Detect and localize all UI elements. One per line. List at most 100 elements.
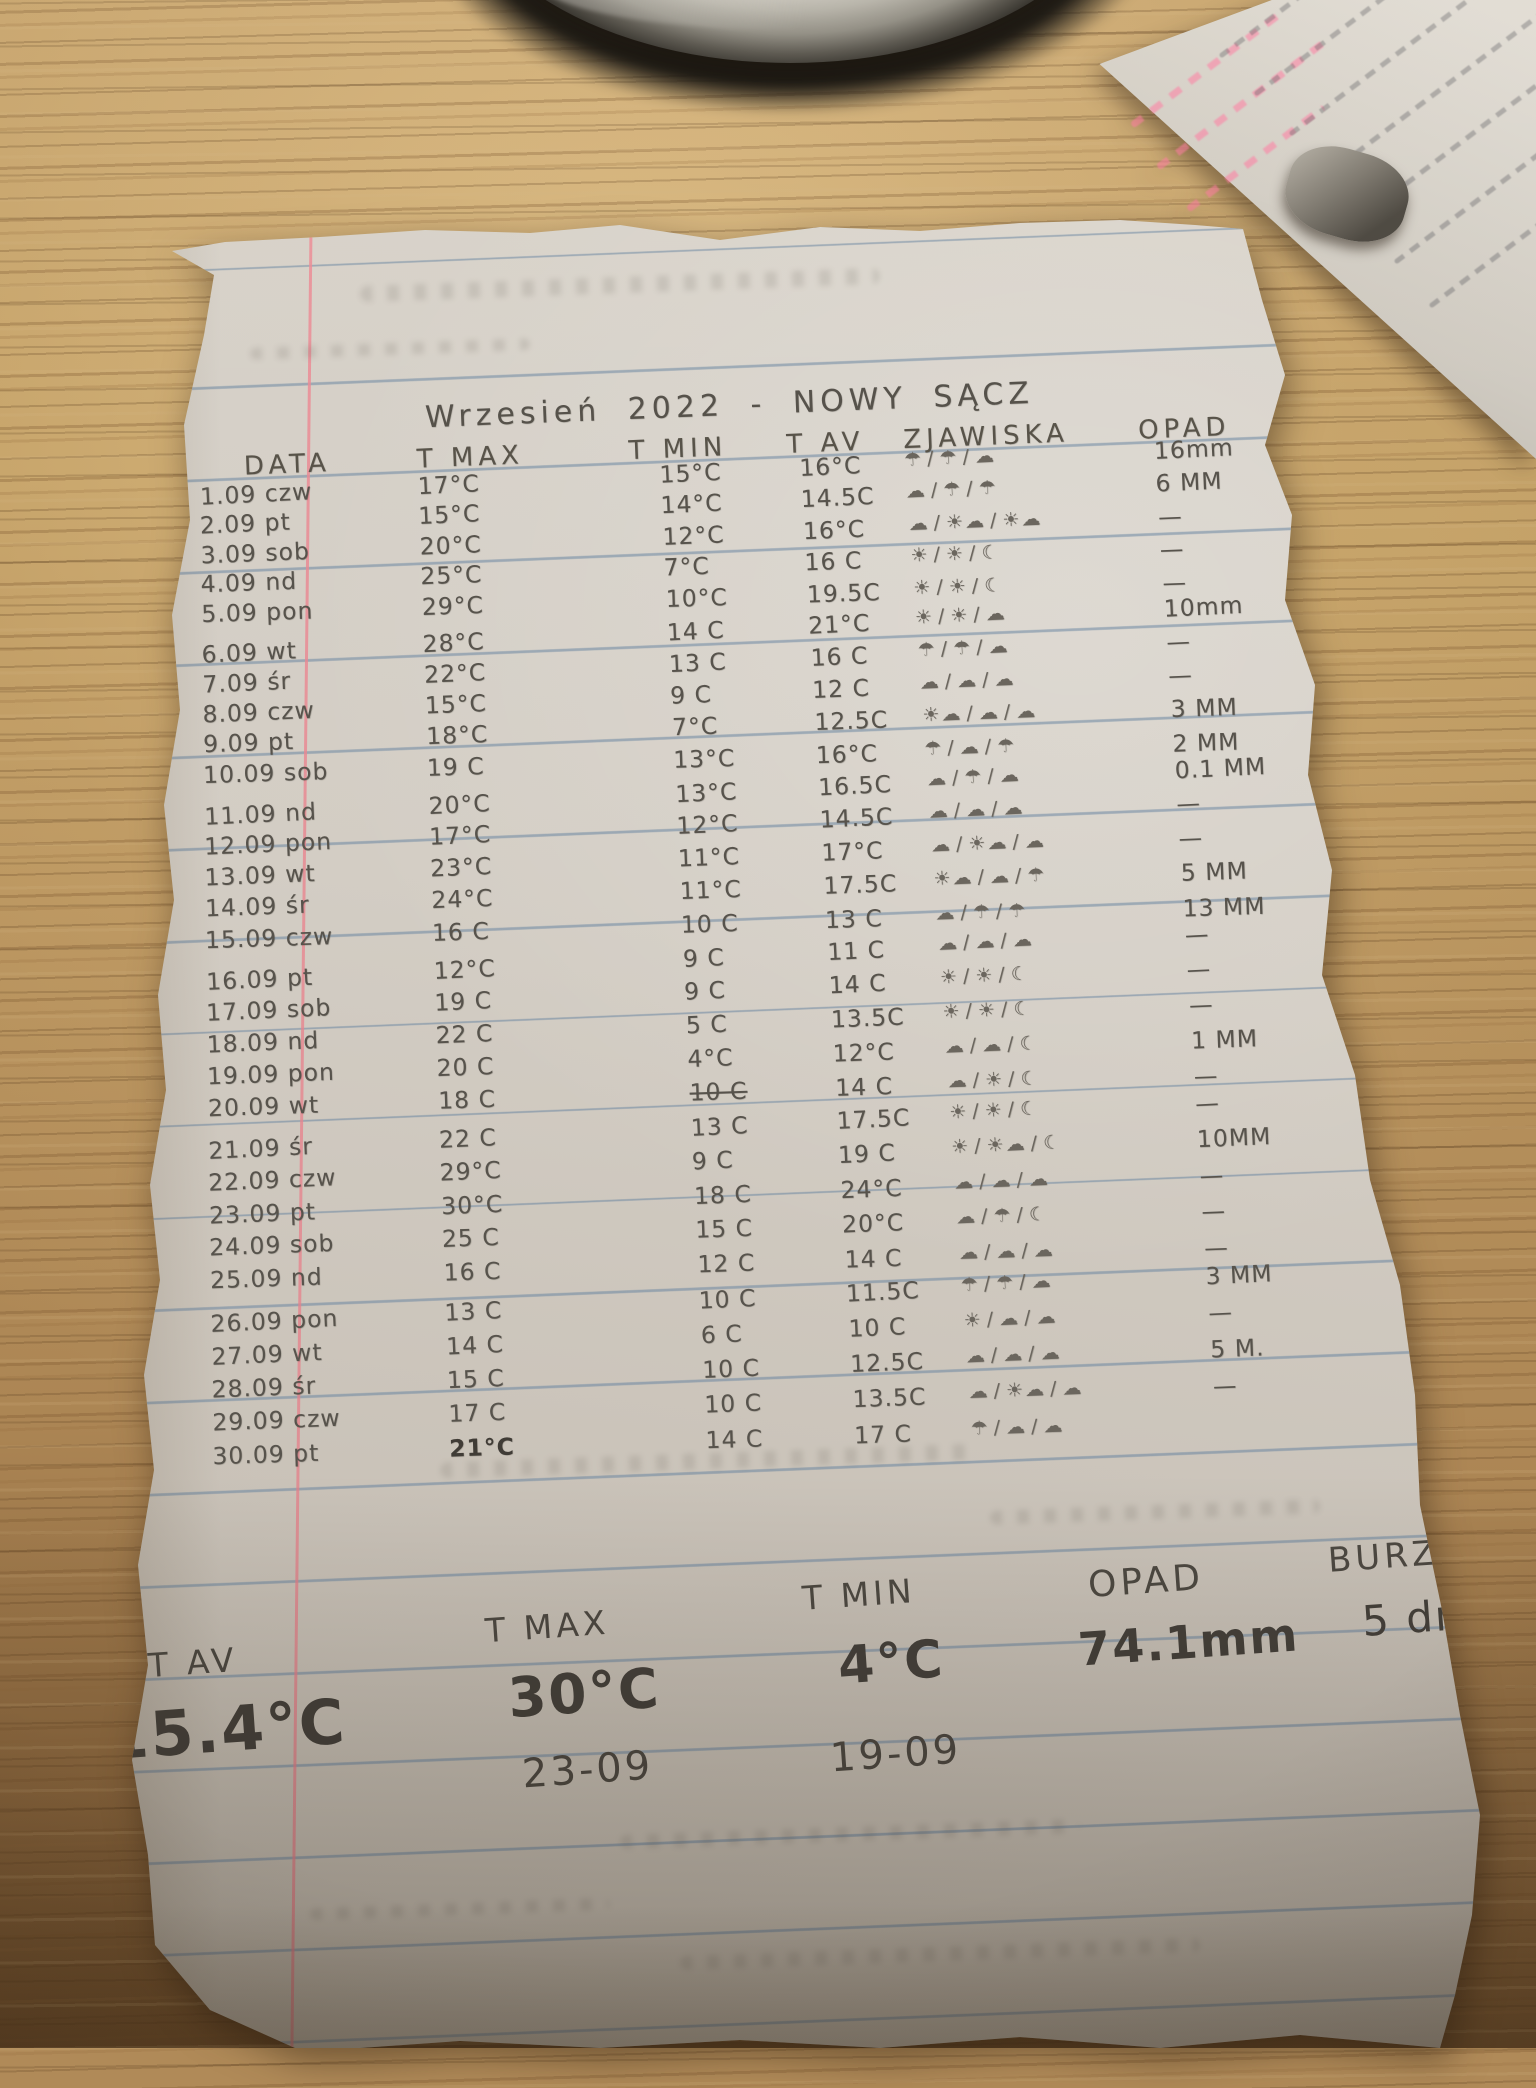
rain-icon: ☂ — [943, 478, 964, 502]
cloud-icon: ☁ — [956, 669, 979, 693]
cloud-icon: ☁ — [998, 1307, 1021, 1331]
tmin-cell: 18 C — [693, 1179, 753, 1210]
tmax-cell: 15°C — [424, 689, 488, 720]
icon-separator: / — [1027, 1342, 1038, 1365]
moon-icon: ☾ — [1028, 1203, 1049, 1226]
icon-separator: / — [985, 1308, 996, 1331]
date-cell: 24.09 sob — [209, 1229, 336, 1262]
opad-cell: — — [1212, 1371, 1238, 1401]
cloud-icon: ☁ — [925, 766, 948, 790]
date-cell: 9.09 pt — [202, 727, 295, 759]
cloud-icon: ☁ — [919, 670, 942, 694]
tav-cell: 17.5C — [822, 869, 898, 901]
tmax-cell: 19 C — [433, 986, 493, 1018]
summary-burz-label: BURZ — [1326, 1533, 1441, 1581]
icon-separator: / — [999, 929, 1010, 952]
icon-separator: / — [935, 576, 945, 599]
opad-cell: 10mm — [1163, 590, 1245, 623]
tmax-cell: 29°C — [421, 590, 485, 621]
tav-cell: 12 C — [811, 673, 871, 705]
icon-separator: / — [1007, 1067, 1017, 1091]
tmax-cell: 21°C — [448, 1432, 516, 1463]
date-cell: 2.09 pt — [199, 507, 292, 540]
rain-icon: ☂ — [924, 737, 944, 760]
tav-cell: 16 C — [804, 546, 864, 577]
cloud-icon: ☁ — [1024, 829, 1047, 853]
cloud-icon: ☁ — [967, 1380, 990, 1404]
cloud-icon: ☁ — [1015, 700, 1038, 724]
tmin-cell: 9 C — [669, 680, 713, 710]
weather-table: 1.09 czw 17°C 15°C 16°C ☂ / ☂ / ☁ 16mm 2.09 pt 15°C… — [132, 220, 1480, 1470]
weather-icons-cell: ☁ / ☁ / ☁ — [954, 1168, 1051, 1194]
tmin-cell: 14°C — [660, 488, 724, 520]
icon-separator: / — [990, 797, 1000, 821]
summary-tmax-date: 23-09 — [520, 1742, 655, 1798]
tav-cell: 19 C — [837, 1138, 897, 1170]
tav-cell: 17 C — [853, 1419, 913, 1450]
cloud-icon: ☁ — [1005, 1415, 1028, 1439]
icon-separator: / — [973, 603, 983, 626]
tmax-cell: 22 C — [438, 1123, 498, 1154]
date-cell: 1.09 czw — [199, 477, 313, 511]
opad-cell: — — [1183, 919, 1210, 949]
tmax-cell: 19 C — [426, 751, 486, 782]
icon-separator: / — [926, 447, 937, 470]
rain-icon: ☂ — [970, 1416, 991, 1440]
cloud-icon: ☁ — [1043, 1414, 1065, 1438]
icon-separator: / — [968, 542, 979, 565]
tmin-cell: 12 C — [696, 1248, 756, 1279]
tav-cell: 11.5C — [845, 1275, 921, 1308]
date-cell: 22.09 czw — [208, 1163, 338, 1198]
tmin-cell: 14 C — [666, 615, 726, 647]
sun-cloud-icon: ☀☁ — [945, 509, 987, 534]
date-cell: 23.09 pt — [208, 1197, 317, 1230]
date-cell: 14.09 śr — [204, 890, 311, 923]
tav-cell: 19.5C — [806, 578, 881, 609]
tav-cell: 12.5C — [813, 705, 889, 737]
tmin-cell: 10 C — [703, 1388, 763, 1419]
icon-separator: / — [998, 963, 1008, 987]
icon-separator: / — [1023, 1306, 1033, 1329]
tmin-cell: 12°C — [661, 520, 726, 551]
opad-cell: 0.1 MM — [1173, 751, 1267, 784]
icon-separator: / — [971, 1069, 981, 1092]
opad-cell: 10MM — [1196, 1122, 1273, 1154]
date-cell: 25.09 nd — [209, 1262, 323, 1295]
tav-cell: 14.5C — [818, 802, 894, 834]
weather-icons-cell: ☁ / ☁ / ☁ — [919, 668, 1016, 694]
moon-icon: ☾ — [981, 541, 1002, 565]
tav-cell: 14 C — [828, 969, 888, 1000]
icon-separator: / — [981, 668, 991, 692]
date-cell: 15.09 czw — [204, 921, 334, 954]
moon-icon: ☾ — [1019, 1032, 1040, 1055]
rain-icon: ☂ — [972, 900, 993, 923]
opad-cell: — — [1203, 1233, 1229, 1262]
cloud-icon: ☁ — [995, 1240, 1018, 1263]
tmax-cell: 28°C — [422, 627, 486, 659]
opad-cell: — — [1194, 1088, 1221, 1118]
date-cell: 20.09 wt — [207, 1090, 320, 1123]
sun-icon: ☀ — [910, 544, 931, 567]
icon-separator: / — [965, 702, 975, 725]
cloud-icon: ☁ — [989, 865, 1012, 889]
cloud-icon: ☁ — [965, 1344, 988, 1368]
tav-cell: 17°C — [820, 836, 885, 867]
weather-icons-cell: ☀☁ / ☁ / ☂ — [933, 864, 1047, 890]
weather-icons-cell: ☁ / ☀☁ / ☁ — [968, 1377, 1084, 1403]
rain-icon: ☂ — [963, 765, 984, 788]
tav-cell: 13 C — [824, 903, 884, 934]
weather-icons-cell: ☁ / ☂ / ☂ — [935, 899, 1028, 924]
cloud-icon: ☁ — [944, 1034, 967, 1058]
tmax-cell: 17°C — [428, 820, 492, 852]
weather-icons-cell: ☁ / ☁ / ☁ — [928, 797, 1025, 823]
icon-separator: / — [971, 574, 981, 598]
opad-cell: — — [1165, 627, 1192, 657]
cloud-icon: ☁ — [987, 635, 1010, 658]
tmin-cell: 9 C — [691, 1145, 735, 1176]
icon-separator: / — [1018, 1270, 1029, 1294]
icon-separator: / — [962, 445, 972, 469]
weather-icons-cell: ☁ / ☀☁ / ☁ — [931, 830, 1047, 857]
opad-cell: 3 MM — [1169, 693, 1238, 724]
cloud-icon: ☁ — [998, 763, 1021, 787]
opad-cell: — — [1178, 823, 1204, 853]
